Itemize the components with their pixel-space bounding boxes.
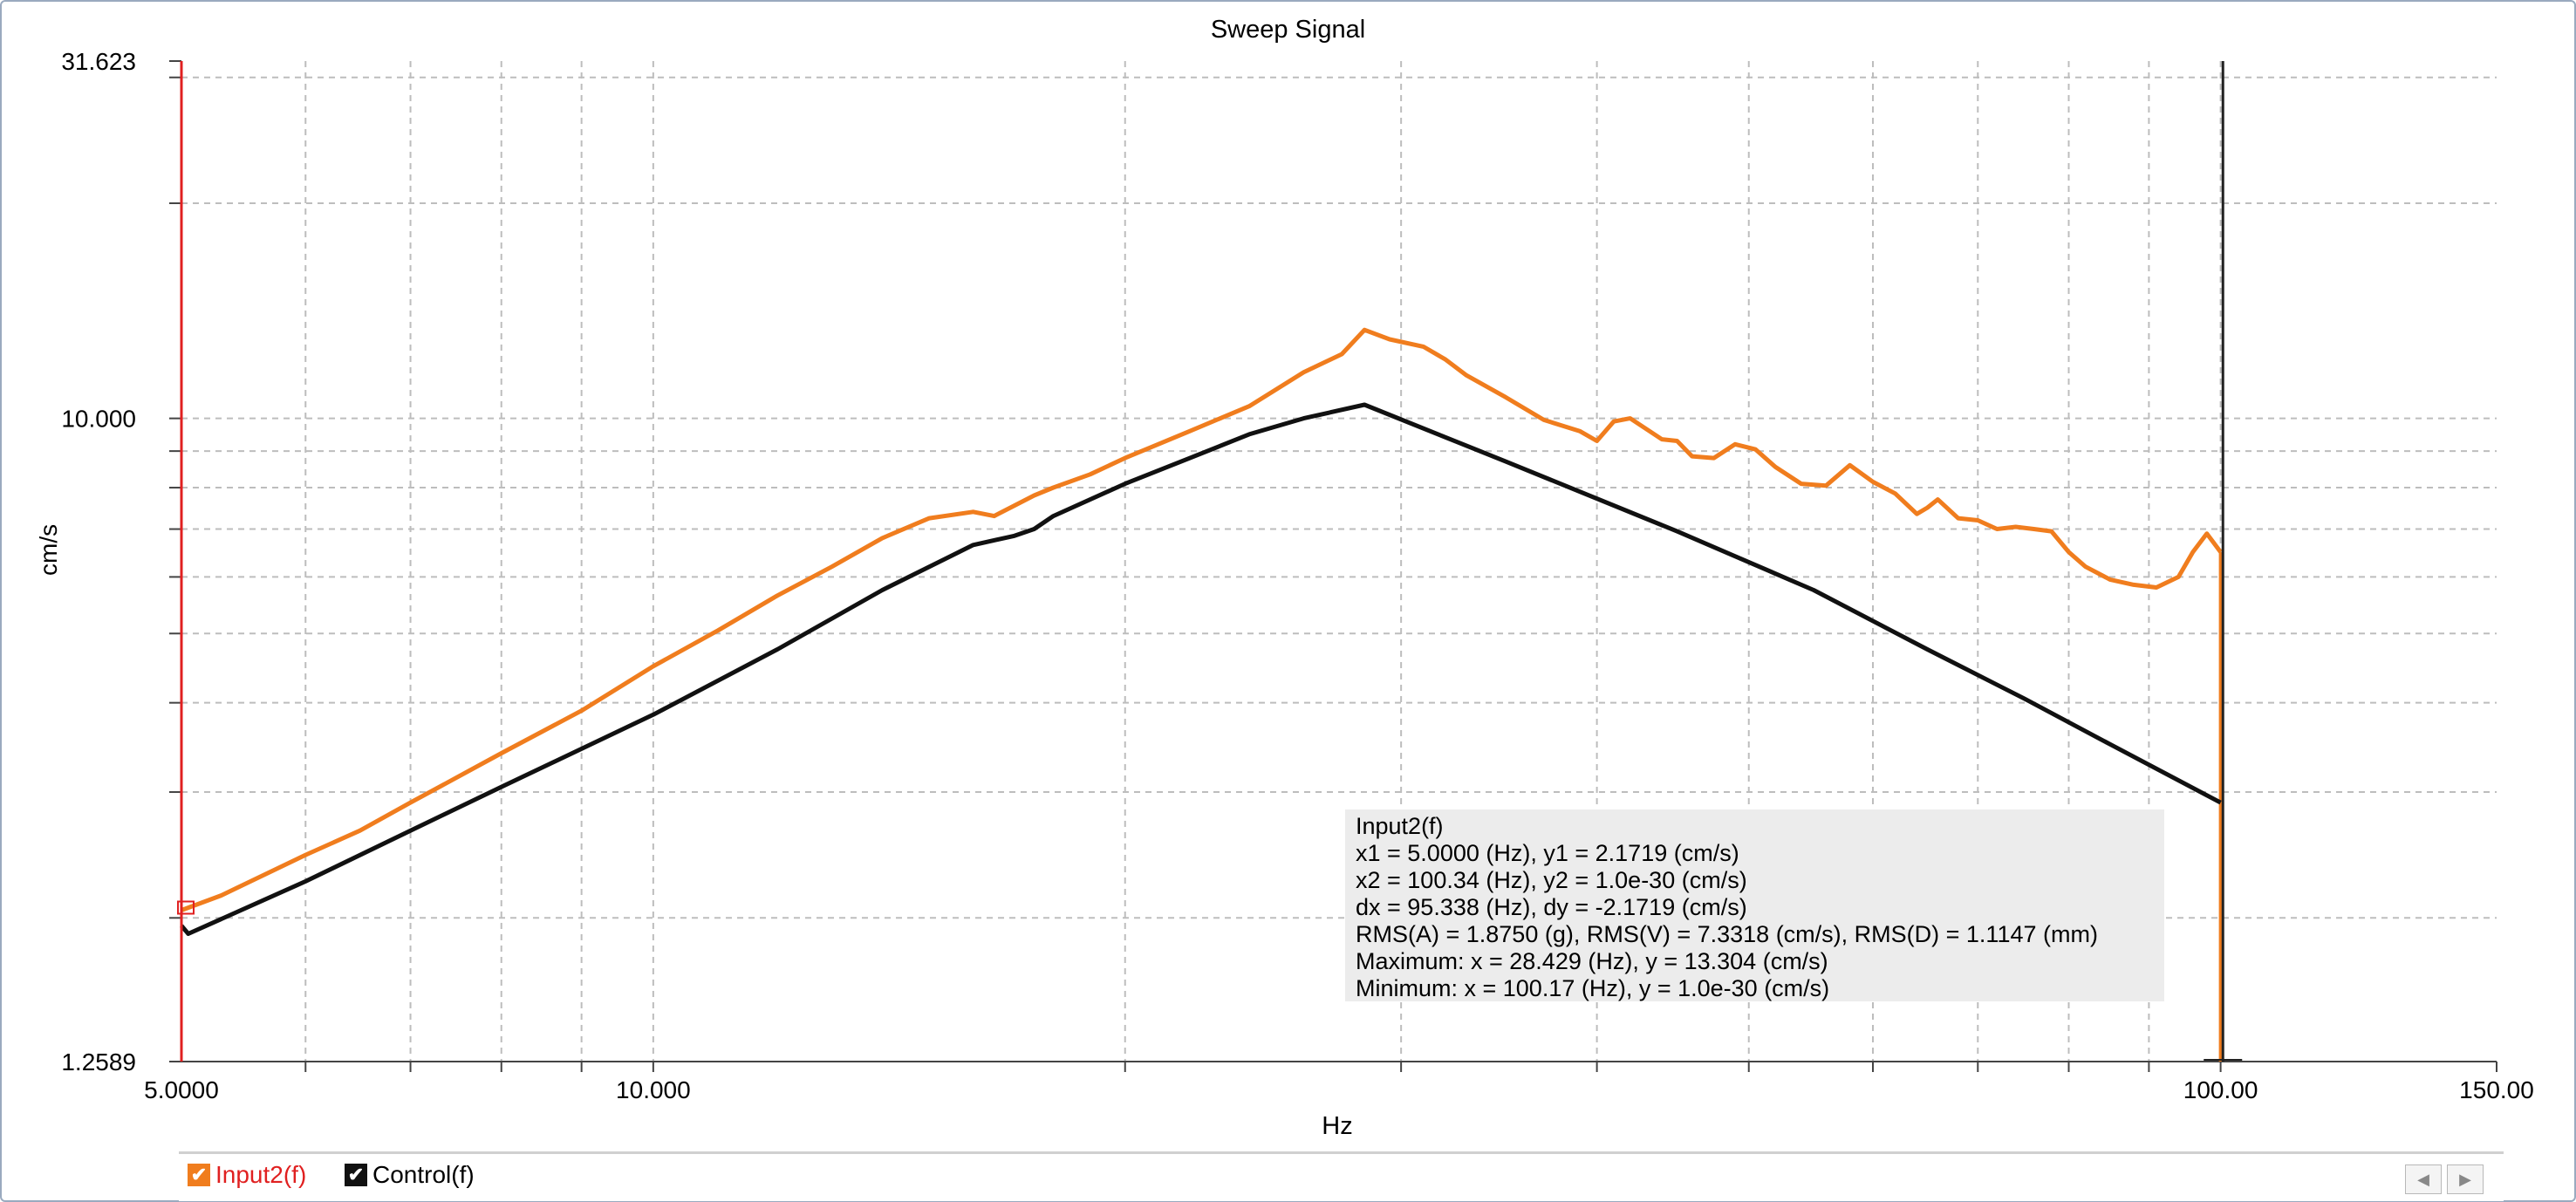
- legend-bar: ✔ Input2(f) ✔ Control(f) ◀ ▶: [179, 1151, 2504, 1201]
- readout-line: RMS(A) = 1.8750 (g), RMS(V) = 7.3318 (cm…: [1356, 921, 2098, 947]
- x-tick-label: 5.0000: [144, 1076, 219, 1103]
- chart-title: Sweep Signal: [1210, 16, 1366, 44]
- readout-line: dx = 95.338 (Hz), dy = -2.1719 (cm/s): [1356, 894, 1747, 920]
- x-tick-label: 150.00: [2459, 1076, 2534, 1103]
- readout-line: Maximum: x = 28.429 (Hz), y = 13.304 (cm…: [1356, 948, 1828, 974]
- legend-label: Input2(f): [215, 1161, 307, 1188]
- x-tick-label: 100.00: [2183, 1076, 2258, 1103]
- legend-item-input2[interactable]: ✔ Input2(f): [188, 1161, 306, 1189]
- series-lines: [180, 327, 2223, 1062]
- arrow-right-icon: ▶: [2459, 1170, 2471, 1188]
- series-line-control: [180, 402, 2222, 936]
- x-tick-label: 10.000: [616, 1076, 691, 1103]
- cursor-marker: [177, 900, 195, 915]
- readout-line: Minimum: x = 100.17 (Hz), y = 1.0e-30 (c…: [1356, 975, 1830, 1001]
- readout-line: x1 = 5.0000 (Hz), y1 = 2.1719 (cm/s): [1356, 840, 1739, 866]
- cursor-readout-panel[interactable]: Input2(f) x1 = 5.0000 (Hz), y1 = 2.1719 …: [1345, 809, 2164, 1001]
- scroll-left-button[interactable]: ◀: [2405, 1164, 2442, 1194]
- y-tick-label: 31.623: [61, 48, 136, 75]
- checkbox-icon[interactable]: ✔: [345, 1164, 367, 1186]
- x-axis-label: Hz: [1322, 1112, 1352, 1140]
- cursor-lines: [177, 61, 2243, 1062]
- series-line-input2: [181, 327, 2223, 912]
- readout-title: Input2(f): [1356, 813, 1444, 839]
- scroll-right-button[interactable]: ▶: [2447, 1164, 2484, 1194]
- y-tick-label: 10.000: [61, 406, 136, 433]
- tick-labels: 5.0000 10.000 100.00 150.00 31.623 10.000 1.25…: [61, 48, 2533, 1103]
- legend-item-control[interactable]: ✔ Control(f): [345, 1161, 475, 1189]
- checkbox-icon[interactable]: ✔: [188, 1164, 210, 1186]
- arrow-left-icon: ◀: [2417, 1170, 2429, 1188]
- readout-line: x2 = 100.34 (Hz), y2 = 1.0e-30 (cm/s): [1356, 867, 1747, 893]
- y-tick-label: 1.2589: [61, 1048, 136, 1076]
- legend-label: Control(f): [372, 1161, 475, 1188]
